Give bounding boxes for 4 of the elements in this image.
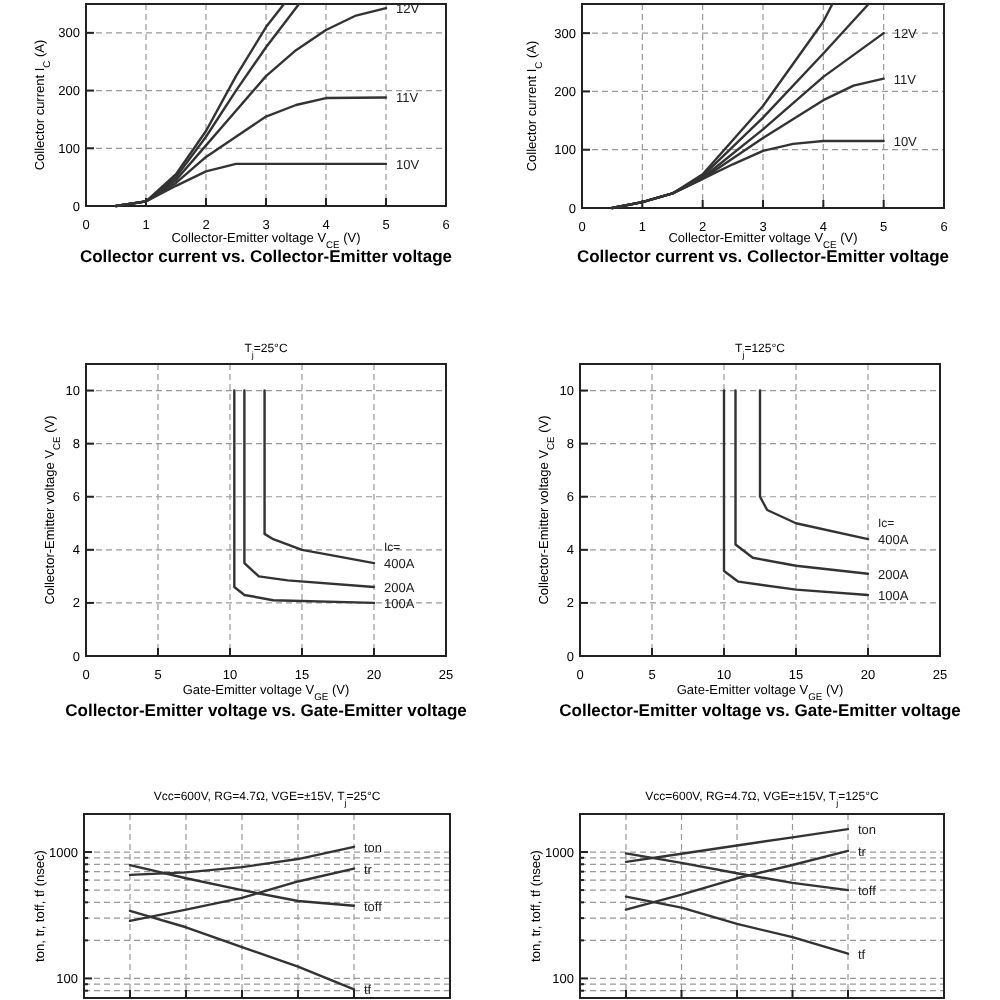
text: Collector-Emitter voltage vs. Gate-Emitter voltage xyxy=(559,700,962,720)
text: Collector current vs. Collector-Emitter voltage xyxy=(576,246,950,266)
text: Collector-Emitter voltage vs. Gate-Emitter voltage xyxy=(65,700,468,720)
text: Collector current vs. Collector-Emitter voltage xyxy=(79,246,453,266)
